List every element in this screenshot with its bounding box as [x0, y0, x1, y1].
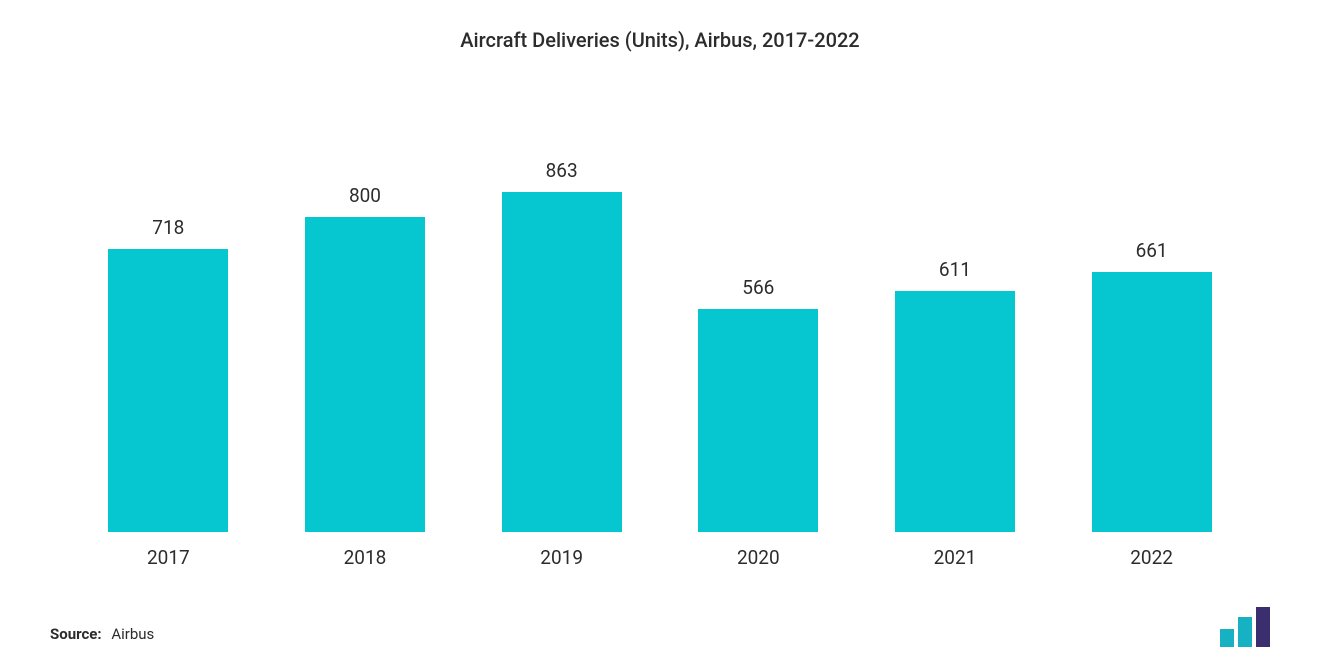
source-line: Source: Airbus: [50, 625, 154, 643]
x-axis-label: 2021: [865, 546, 1045, 569]
x-axis-label: 2017: [78, 546, 258, 569]
x-axis-label: 2019: [472, 546, 652, 569]
bar: [108, 249, 228, 532]
x-axis-label: 2018: [275, 546, 455, 569]
bar-group: 718: [78, 112, 258, 532]
bar-value-label: 566: [742, 276, 774, 299]
bar-group: 800: [275, 112, 455, 532]
bar-group: 661: [1062, 112, 1242, 532]
chart-plot-area: 718 800 863 566 611 661: [40, 112, 1280, 532]
bar-value-label: 611: [939, 258, 971, 281]
bar: [502, 192, 622, 532]
x-axis: 2017 2018 2019 2020 2021 2022: [40, 546, 1280, 569]
bar: [305, 217, 425, 532]
bar: [698, 309, 818, 532]
bar-group: 566: [668, 112, 848, 532]
x-axis-label: 2022: [1062, 546, 1242, 569]
brand-logo-icon: [1218, 607, 1280, 647]
bar: [895, 291, 1015, 532]
bar-group: 611: [865, 112, 1045, 532]
logo-bar-3: [1256, 607, 1270, 647]
logo-bar-2: [1238, 617, 1252, 647]
bar-value-label: 718: [152, 216, 184, 239]
source-label: Source:: [50, 625, 102, 643]
bar: [1092, 272, 1212, 532]
chart-title: Aircraft Deliveries (Units), Airbus, 201…: [40, 28, 1280, 52]
x-axis-label: 2020: [668, 546, 848, 569]
bar-group: 863: [472, 112, 652, 532]
bar-value-label: 863: [546, 159, 578, 182]
source-text: Airbus: [111, 625, 154, 643]
bar-value-label: 661: [1136, 239, 1168, 262]
bar-value-label: 800: [349, 184, 381, 207]
logo-bar-1: [1220, 629, 1234, 647]
